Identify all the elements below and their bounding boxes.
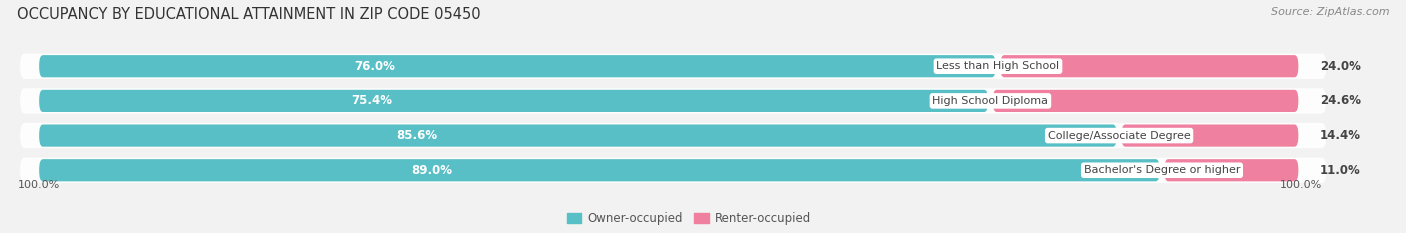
Text: Less than High School: Less than High School (936, 61, 1060, 71)
Text: High School Diploma: High School Diploma (932, 96, 1049, 106)
FancyBboxPatch shape (1164, 159, 1298, 181)
FancyBboxPatch shape (39, 55, 995, 77)
FancyBboxPatch shape (1001, 55, 1298, 77)
Text: 100.0%: 100.0% (18, 180, 60, 190)
Legend: Owner-occupied, Renter-occupied: Owner-occupied, Renter-occupied (562, 207, 815, 230)
FancyBboxPatch shape (20, 158, 1326, 183)
Text: 85.6%: 85.6% (396, 129, 437, 142)
Text: OCCUPANCY BY EDUCATIONAL ATTAINMENT IN ZIP CODE 05450: OCCUPANCY BY EDUCATIONAL ATTAINMENT IN Z… (17, 7, 481, 22)
FancyBboxPatch shape (39, 90, 988, 112)
Text: 24.6%: 24.6% (1320, 94, 1361, 107)
Text: Bachelor's Degree or higher: Bachelor's Degree or higher (1084, 165, 1240, 175)
Text: Source: ZipAtlas.com: Source: ZipAtlas.com (1271, 7, 1389, 17)
FancyBboxPatch shape (993, 90, 1298, 112)
Text: 100.0%: 100.0% (1279, 180, 1322, 190)
Text: 14.4%: 14.4% (1320, 129, 1361, 142)
Text: 76.0%: 76.0% (354, 60, 395, 73)
Text: 24.0%: 24.0% (1320, 60, 1361, 73)
FancyBboxPatch shape (1122, 124, 1298, 147)
Text: 75.4%: 75.4% (352, 94, 392, 107)
FancyBboxPatch shape (20, 54, 1326, 79)
FancyBboxPatch shape (39, 159, 1160, 181)
Text: 89.0%: 89.0% (412, 164, 453, 177)
Text: College/Associate Degree: College/Associate Degree (1047, 130, 1191, 140)
FancyBboxPatch shape (20, 123, 1326, 148)
FancyBboxPatch shape (20, 88, 1326, 113)
Text: 11.0%: 11.0% (1320, 164, 1361, 177)
FancyBboxPatch shape (39, 124, 1116, 147)
